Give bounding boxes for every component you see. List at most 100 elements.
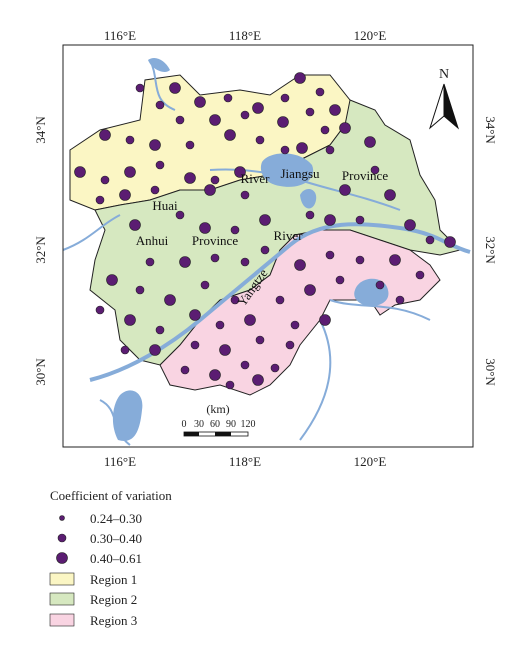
station (169, 82, 181, 94)
scale-bar: (km) 0 30 60 90 120 (182, 402, 256, 437)
station (149, 139, 161, 151)
station (364, 136, 376, 148)
station (185, 140, 195, 150)
station (389, 254, 401, 266)
station (155, 100, 165, 110)
station (252, 102, 264, 114)
station (270, 363, 280, 373)
station (120, 345, 130, 355)
north-arrow: N (428, 67, 460, 130)
station (190, 340, 200, 350)
station (200, 280, 210, 290)
station (180, 365, 190, 375)
north-label: N (439, 67, 449, 82)
station (135, 285, 145, 295)
poyang-lake (112, 390, 143, 441)
y-label-right: 34°N (483, 116, 498, 144)
station (215, 320, 225, 330)
legend-symbol (59, 515, 65, 521)
station (155, 160, 165, 170)
station (319, 314, 331, 326)
hongze-lake (260, 153, 314, 187)
station (99, 129, 111, 141)
station (125, 135, 135, 145)
station (129, 219, 141, 231)
arrow-left (428, 83, 445, 130)
station (285, 340, 295, 350)
scale-bar-segment (184, 432, 199, 436)
station (230, 295, 240, 305)
station (355, 215, 365, 225)
station (329, 104, 341, 116)
taihu-lake (148, 58, 170, 72)
legend-symbol (56, 552, 68, 564)
scale-bar-segment (215, 432, 231, 436)
station (325, 250, 335, 260)
y-label-left: 34°N (33, 116, 48, 144)
station (355, 255, 365, 265)
station (395, 295, 405, 305)
scale-tick: 60 (210, 419, 220, 430)
station (149, 344, 161, 356)
place-label: Jiangsu (281, 166, 321, 181)
station (95, 305, 105, 315)
station (189, 309, 201, 321)
legend-title: Coefficient of variation (50, 488, 172, 503)
station (124, 166, 136, 178)
station (74, 166, 86, 178)
station (305, 107, 315, 117)
legend: Coefficient of variation 0.24–0.30 0.30–… (49, 488, 172, 628)
station (255, 335, 265, 345)
y-label-left: 30°N (33, 358, 48, 386)
station (194, 96, 206, 108)
legend-label: 0.30–0.40 (90, 531, 142, 546)
station (224, 129, 236, 141)
gaoyou-lake (300, 188, 317, 209)
station (119, 189, 131, 201)
yangtze-river (89, 222, 471, 382)
station (175, 115, 185, 125)
station (244, 314, 256, 326)
legend-label: 0.24–0.30 (90, 511, 142, 526)
legend-swatch (49, 572, 75, 586)
place-label: Province (192, 233, 238, 248)
station (305, 210, 315, 220)
station (135, 83, 145, 93)
station (277, 116, 289, 128)
station (370, 165, 380, 175)
station (209, 369, 221, 381)
station (219, 344, 231, 356)
station (304, 284, 316, 296)
station (375, 280, 385, 290)
place-label: Anhui (136, 233, 169, 248)
station (320, 125, 330, 135)
station (260, 245, 270, 255)
station (296, 142, 308, 154)
place-label: Province (342, 168, 388, 183)
legend-symbol (57, 533, 67, 543)
station (415, 270, 425, 280)
legend-swatch (49, 592, 75, 606)
station (259, 214, 271, 226)
station (275, 295, 285, 305)
station (384, 189, 396, 201)
station (240, 360, 250, 370)
x-label-top: 118°E (229, 28, 261, 43)
station (339, 184, 351, 196)
station (240, 110, 250, 120)
station (210, 175, 220, 185)
station (335, 275, 345, 285)
station (325, 145, 335, 155)
map (62, 44, 474, 448)
station (145, 257, 155, 267)
station (315, 87, 325, 97)
y-label-right: 32°N (483, 236, 498, 264)
station (150, 185, 160, 195)
scale-unit: (km) (206, 402, 229, 416)
station (324, 214, 336, 226)
station (155, 325, 165, 335)
station (240, 257, 250, 267)
y-label-right: 30°N (483, 358, 498, 386)
station (240, 190, 250, 200)
